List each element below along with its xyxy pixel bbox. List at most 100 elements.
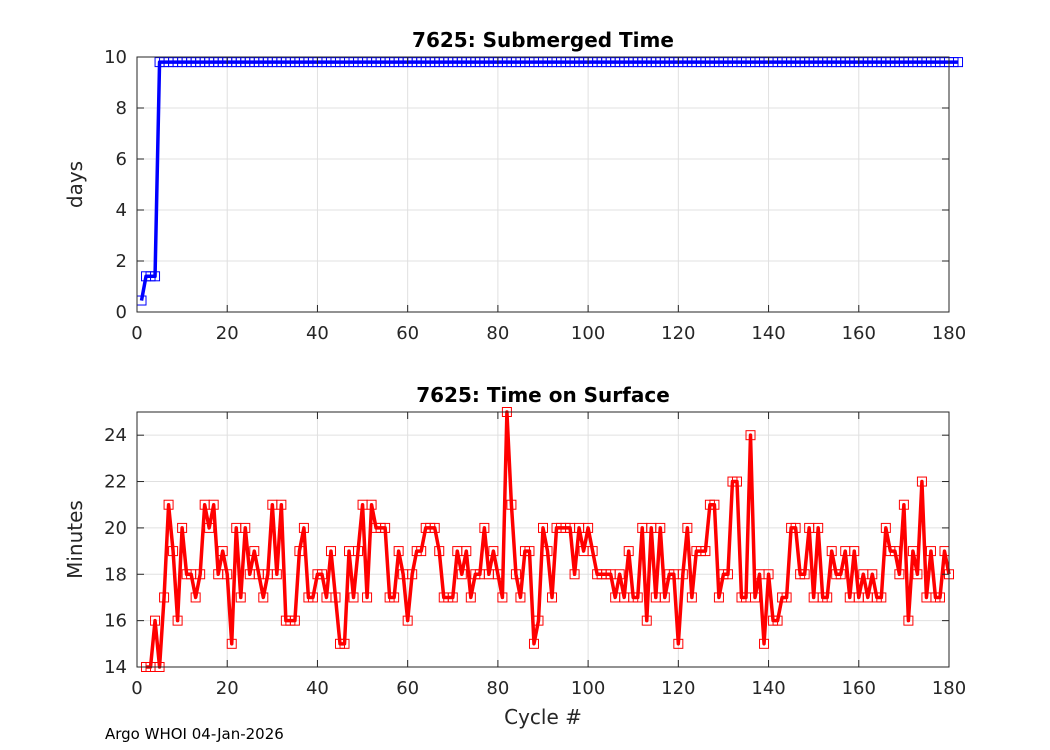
axes-frame: [136, 56, 950, 313]
data-point: [429, 522, 440, 533]
data-point: [686, 592, 697, 603]
data-point: [271, 569, 282, 580]
data-point: [907, 546, 918, 557]
data-point: [348, 592, 359, 603]
data-point: [722, 569, 733, 580]
data-point: [659, 592, 670, 603]
data-point: [497, 592, 508, 603]
data-point: [177, 522, 188, 533]
data-point: [745, 430, 756, 441]
data-point: [916, 476, 927, 487]
x-tick-label: 20: [216, 678, 239, 699]
chart-title: 7625: Time on Surface: [416, 383, 670, 407]
data-point: [226, 638, 237, 649]
x-tick-label: 60: [396, 678, 419, 699]
y-axis-label: Minutes: [63, 500, 87, 579]
data-point: [217, 546, 228, 557]
y-tick-label: 4: [116, 200, 127, 221]
data-point: [294, 546, 305, 557]
data-point: [276, 499, 287, 510]
submerged-time-chart: 0 20 40 60 80 100 120 140 160 180 0 2 4 6 8 10 7625: Sub…: [63, 28, 966, 344]
x-tick-label: 100: [571, 323, 605, 344]
data-point: [434, 546, 445, 557]
y-tick-label: 22: [104, 472, 127, 493]
x-tick-label: 0: [131, 678, 142, 699]
data-point: [759, 638, 770, 649]
data-point: [416, 546, 427, 557]
data-point: [709, 499, 720, 510]
y-axis-label: days: [63, 161, 87, 208]
data-point: [506, 499, 517, 510]
data-point: [258, 592, 269, 603]
data-point: [159, 592, 170, 603]
data-point: [587, 546, 598, 557]
x-tick-label: 160: [842, 678, 876, 699]
data-point: [898, 499, 909, 510]
data-point: [325, 546, 336, 557]
data-point: [533, 615, 544, 626]
x-tick-label: 20: [216, 323, 239, 344]
y-tick-label: 16: [104, 611, 127, 632]
data-point: [677, 569, 688, 580]
data-point: [407, 569, 418, 580]
x-tick-label: 180: [932, 323, 966, 344]
data-point: [912, 569, 923, 580]
data-point: [456, 569, 467, 580]
data-point: [826, 546, 837, 557]
x-tick-label: 100: [571, 678, 605, 699]
data-point: [542, 546, 553, 557]
x-tick-label: 140: [751, 323, 785, 344]
y-tick-label: 8: [116, 98, 127, 119]
data-point: [510, 569, 521, 580]
data-point: [195, 569, 206, 580]
x-tick-label: 140: [751, 678, 785, 699]
data-point: [569, 569, 580, 580]
y-tick-label: 24: [104, 425, 127, 446]
data-point: [492, 569, 503, 580]
data-point: [713, 592, 724, 603]
data-point: [163, 499, 174, 510]
data-point: [876, 592, 887, 603]
data-point: [623, 546, 634, 557]
y-tick-label: 6: [116, 149, 127, 170]
data-point: [190, 592, 201, 603]
data-point: [289, 615, 300, 626]
data-point: [583, 522, 594, 533]
data-point: [240, 522, 251, 533]
data-point: [172, 615, 183, 626]
data-point: [515, 592, 526, 603]
x-tick-label: 120: [661, 678, 695, 699]
data-point: [353, 546, 364, 557]
data-point: [894, 569, 905, 580]
data-point: [547, 592, 558, 603]
data-point: [222, 569, 233, 580]
data-point: [298, 522, 309, 533]
data-point: [925, 546, 936, 557]
data-point: [953, 57, 964, 68]
data-point: [389, 592, 400, 603]
data-point: [538, 522, 548, 533]
data-point: [150, 615, 161, 626]
data-point: [479, 522, 490, 533]
data-point: [249, 546, 260, 557]
x-tick-label: 120: [661, 323, 695, 344]
data-point: [700, 546, 711, 557]
data-point: [790, 522, 801, 533]
data-point: [632, 592, 643, 603]
data-point: [150, 271, 161, 282]
data-point: [380, 522, 391, 533]
y-tick-label: 20: [104, 518, 127, 539]
data-point: [402, 615, 413, 626]
data-point: [673, 638, 684, 649]
data-point: [867, 569, 878, 580]
data-point: [880, 522, 891, 533]
data-point: [524, 546, 535, 557]
data-point: [682, 522, 693, 533]
data-point: [849, 546, 860, 557]
data-point: [204, 522, 215, 533]
x-tick-label: 40: [306, 323, 329, 344]
series-line: [146, 410, 951, 669]
data-point: [655, 522, 666, 533]
data-point: [614, 569, 625, 580]
